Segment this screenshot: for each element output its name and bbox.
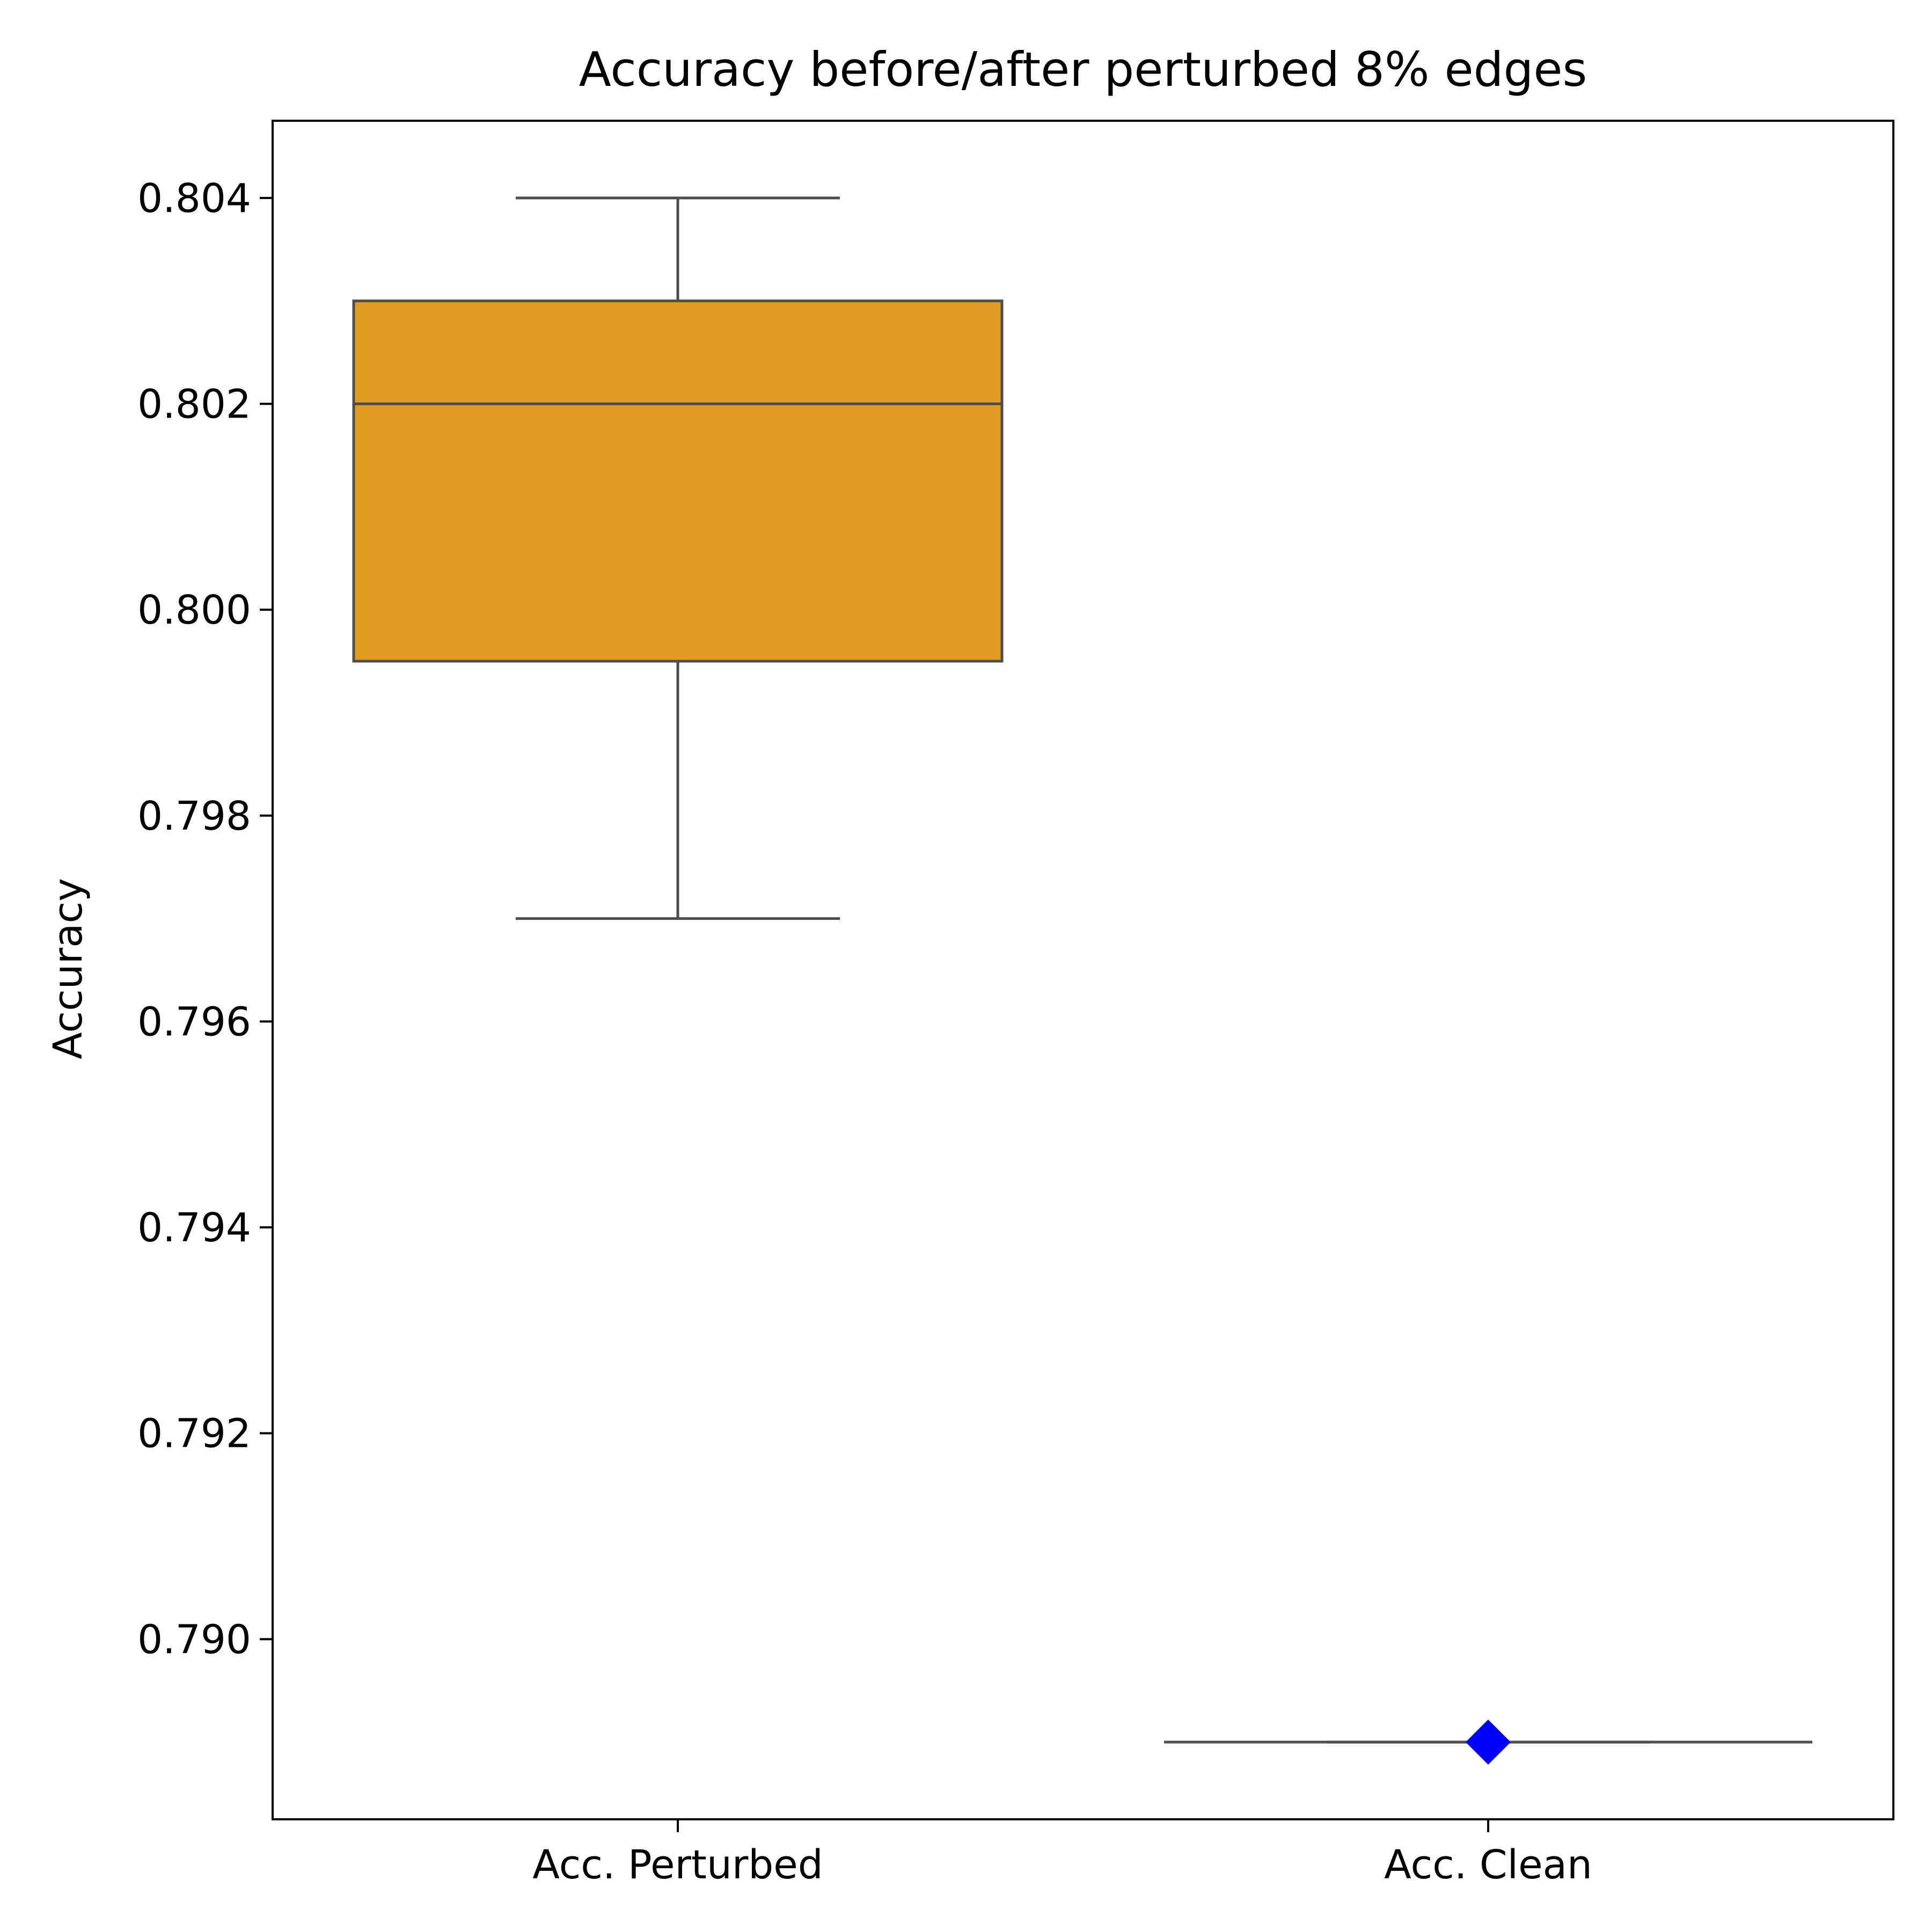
plot-frame	[272, 120, 1894, 1820]
x-axis: Acc. Perturbed Acc. Clean	[532, 1819, 1592, 1888]
y-axis-label: Accuracy	[45, 878, 91, 1059]
y-tick-label: 0.792	[137, 1411, 251, 1457]
y-tick-label: 0.804	[137, 175, 251, 222]
box-iqr	[352, 299, 1004, 663]
y-tick-label: 0.794	[137, 1205, 251, 1251]
x-tick-label: Acc. Perturbed	[532, 1842, 823, 1888]
x-tick-label: Acc. Clean	[1384, 1842, 1592, 1888]
y-tick-label: 0.798	[137, 793, 251, 839]
plot-area	[352, 196, 1812, 1765]
y-axis: 0.790 0.792 0.794 0.796 0.798 0.800 0.802 0.804	[137, 175, 273, 1663]
y-tick-label: 0.790	[137, 1616, 251, 1663]
y-tick-label: 0.802	[137, 382, 251, 428]
diamond-marker	[1466, 1719, 1511, 1765]
chart-title: Accuracy before/after perturbed 8% edges	[579, 42, 1587, 97]
box-group	[352, 196, 1004, 920]
y-tick-label: 0.800	[137, 587, 251, 633]
y-tick-label: 0.796	[137, 999, 251, 1045]
box-group	[1164, 1719, 1812, 1765]
